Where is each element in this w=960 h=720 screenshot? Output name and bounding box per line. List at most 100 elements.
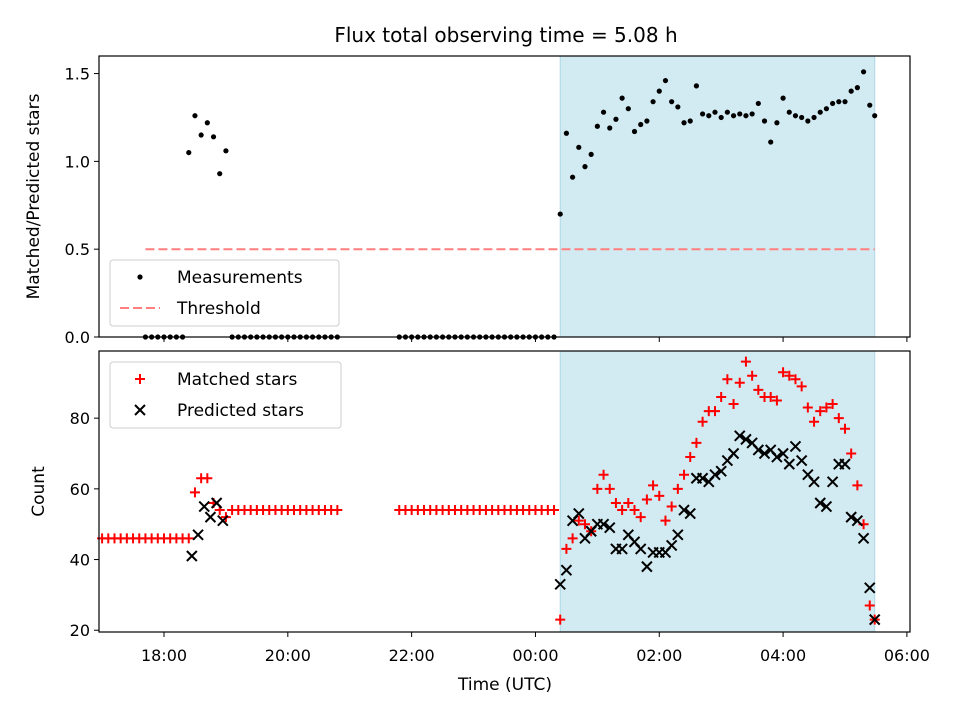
measurement-point <box>613 116 619 122</box>
predicted-star-point <box>192 529 204 541</box>
legend-label: Predicted stars <box>177 401 304 421</box>
matched-star-point <box>852 480 863 491</box>
x-tick-label: 18:00 <box>141 646 187 665</box>
y-tick-label: 1.5 <box>65 65 90 84</box>
measurement-point <box>823 106 830 112</box>
matched-star-point <box>685 452 696 463</box>
predicted-star-point <box>696 472 709 484</box>
measurement-point <box>656 88 662 94</box>
matched-star-point <box>672 483 683 494</box>
matched-star-point <box>660 515 671 526</box>
measurement-point <box>669 99 675 105</box>
predicted-star-point <box>826 476 839 488</box>
measurement-point <box>780 95 786 101</box>
predicted-star-point <box>560 564 573 576</box>
matched-star-point <box>753 384 764 395</box>
matched-star-point <box>573 515 584 526</box>
measurement-point <box>786 109 792 115</box>
measurement-point <box>854 85 860 91</box>
predicted-star-point <box>210 497 223 509</box>
matched-star-point <box>598 469 609 480</box>
matched-star-point <box>610 497 621 508</box>
measurement-point <box>625 106 631 112</box>
measurement-point <box>675 104 681 110</box>
predicted-star-point <box>634 543 647 555</box>
axes-frame <box>98 350 911 633</box>
matched-star-point <box>189 487 200 498</box>
measurement-point <box>631 128 638 135</box>
x-axis-label: Time (UTC) <box>457 675 552 695</box>
measurement-point <box>650 99 656 105</box>
y-axis-label: Count <box>29 466 49 517</box>
predicted-star-point <box>758 447 771 460</box>
matched-star-point <box>679 469 690 480</box>
matched-star-point <box>716 391 727 402</box>
predicted-star-point <box>678 504 690 516</box>
predicted-star-point <box>641 560 653 573</box>
matched-star-point <box>623 497 634 508</box>
measurement-point <box>867 102 873 108</box>
predicted-star-point <box>814 497 826 509</box>
predicted-star-point <box>771 451 783 463</box>
predicted-star-point <box>752 444 765 456</box>
measurement-point <box>217 171 223 177</box>
observing-window-band <box>559 350 876 633</box>
y-tick-label: 20 <box>70 621 90 640</box>
predicted-star-point <box>777 447 789 460</box>
predicted-star-point <box>672 529 684 541</box>
measurement-point <box>204 120 210 126</box>
predicted-star-point <box>734 430 746 442</box>
y-tick-label: 60 <box>70 480 90 499</box>
matched-star-point <box>796 381 807 392</box>
matched-star-point <box>555 614 566 625</box>
measurement-point <box>619 95 625 101</box>
predicted-star-point <box>740 433 752 446</box>
matched-star-point <box>641 494 652 505</box>
measurement-point <box>588 151 594 157</box>
matched-star-point <box>802 402 813 413</box>
y-tick-label: 1.0 <box>65 152 90 171</box>
predicted-star-point <box>573 507 585 520</box>
matched-star-point <box>666 501 677 512</box>
matched-star-point <box>740 356 751 367</box>
measurement-point <box>582 164 588 170</box>
matched-star-point <box>183 533 194 544</box>
measurement-point <box>768 139 774 145</box>
measurement-point <box>811 114 817 121</box>
matched-star-point <box>561 543 572 554</box>
measurement-point <box>557 211 563 217</box>
measurement-point <box>724 109 730 115</box>
predicted-star-point <box>684 507 696 520</box>
measurement-point <box>186 149 192 156</box>
measurement-point <box>594 123 600 129</box>
predicted-star-point <box>604 522 616 534</box>
observing-window-band <box>559 55 876 338</box>
measurement-point <box>607 125 613 131</box>
x-tick-label: 00:00 <box>512 646 558 665</box>
legend-measurements-marker <box>137 274 143 280</box>
legend: Measurements Threshold <box>109 259 340 327</box>
matched-star-point <box>629 505 640 516</box>
matched-star-point <box>567 533 578 544</box>
matched-star-point <box>697 416 708 427</box>
matched-star-point <box>691 437 702 448</box>
measurement-point <box>192 113 198 119</box>
legend-label: Matched stars <box>177 370 297 390</box>
matched-star-point <box>747 370 758 381</box>
measurement-point <box>700 111 706 117</box>
y-axis-label: Matched/Predicted stars <box>24 93 44 299</box>
measurement-point <box>830 100 836 107</box>
predicted-star-point <box>789 440 802 453</box>
measurement-point <box>210 134 217 140</box>
matched-star-point <box>864 600 875 611</box>
x-tick-label: 04:00 <box>760 646 806 665</box>
predicted-star-point <box>783 458 795 470</box>
count-panel: 20 40 60 80 18:00 20:00 22:00 00:00 02:00 04:00 06… <box>29 350 930 665</box>
measurement-point <box>872 113 878 119</box>
measurement-point <box>749 111 755 117</box>
predicted-star-point <box>864 582 876 594</box>
y-tick-label: 80 <box>70 409 90 428</box>
measurement-point <box>576 144 582 150</box>
matched-star-point <box>827 399 838 410</box>
